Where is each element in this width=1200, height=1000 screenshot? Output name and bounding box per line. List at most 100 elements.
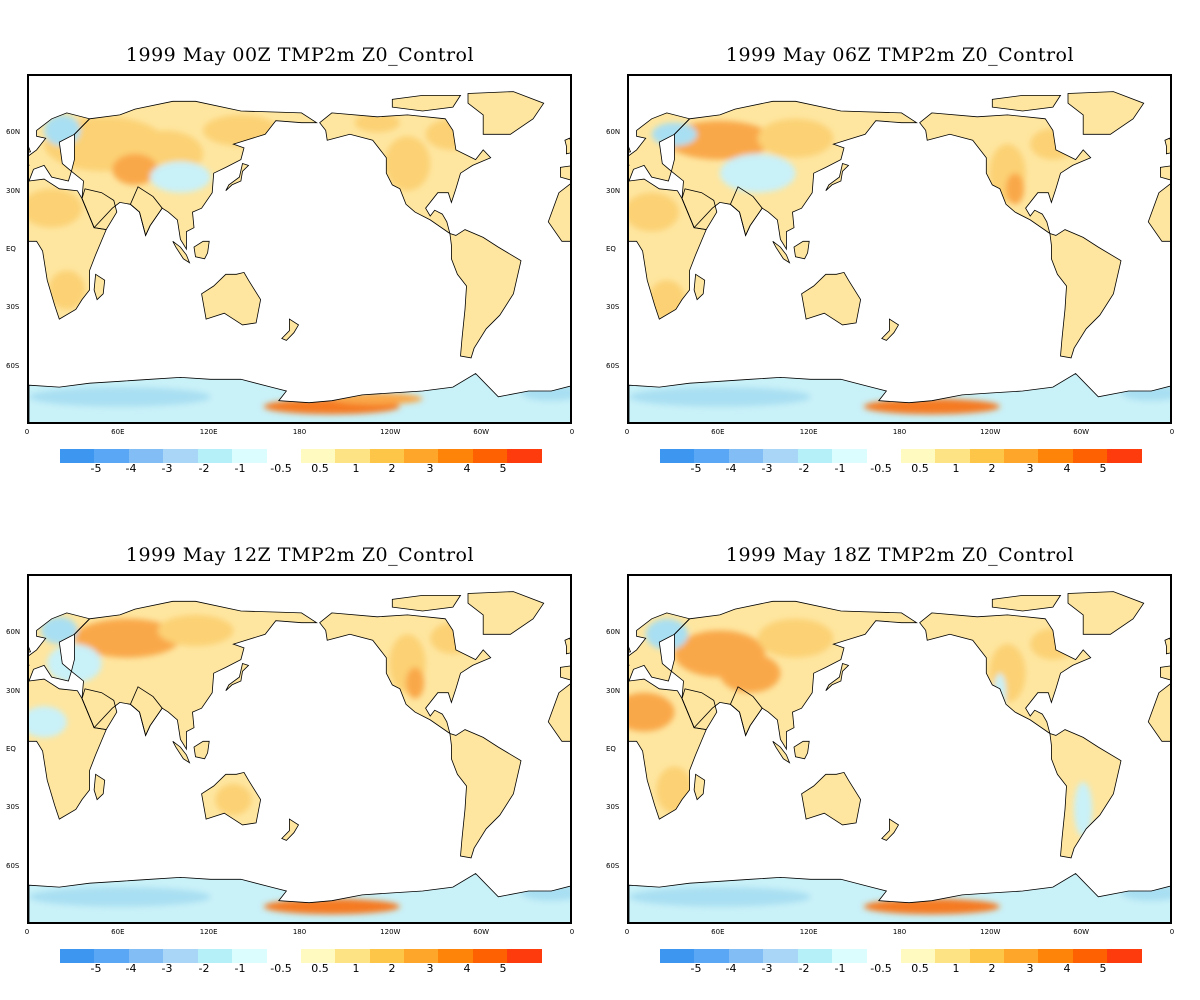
- map-area: [27, 74, 572, 424]
- land-fill: [629, 91, 1170, 422]
- lat-tick-label: EQ: [6, 245, 16, 253]
- anomaly-region: [1074, 782, 1093, 837]
- colorbar-swatch: [232, 949, 267, 963]
- lat-tick-label: 60S: [606, 361, 620, 370]
- coastlines: [629, 91, 1170, 422]
- colorbar-label: 1: [352, 962, 360, 975]
- colorbar-swatch: [900, 449, 936, 463]
- colorbar-swatch: [797, 449, 833, 463]
- colorbar-label: 3: [1026, 462, 1034, 475]
- colorbar-swatch: [1072, 449, 1108, 463]
- anomaly-region: [331, 392, 423, 405]
- panel-title: 1999 May 18Z TMP2m Z0_Control: [725, 544, 1075, 566]
- colorbar-swatch: [832, 449, 867, 463]
- anomaly-region: [215, 284, 252, 316]
- colorbar-swatch: [900, 949, 936, 963]
- anomaly-region: [203, 114, 279, 146]
- lon-tick-label: 0: [1169, 928, 1175, 936]
- land-fill: [629, 591, 1170, 922]
- anomaly-region: [629, 692, 675, 732]
- colorbar-swatch: [300, 449, 336, 463]
- map-svg: [29, 91, 570, 422]
- anomaly-region: [29, 887, 211, 907]
- colorbar-label: 5: [1099, 962, 1107, 975]
- anomaly-region: [719, 653, 781, 693]
- anomaly-region: [629, 887, 811, 907]
- lon-tick-label: 0: [1169, 428, 1175, 436]
- lat-tick-label: 30S: [606, 803, 620, 812]
- colorbar-swatch: [335, 449, 371, 463]
- colorbar-label: 2: [988, 962, 996, 975]
- colorbar-swatch: [128, 949, 164, 963]
- lon-tick-label: 60E: [711, 928, 725, 936]
- colorbar-swatch: [1038, 449, 1074, 463]
- colorbar-swatch: [507, 949, 543, 963]
- colorbar-swatch: [163, 449, 199, 463]
- colorbar-label: -0.5: [870, 962, 892, 975]
- colorbar-label: -5: [90, 962, 102, 975]
- colorbar-label: -5: [90, 462, 102, 475]
- colorbar-label: -0.5: [270, 462, 292, 475]
- colorbar-swatch: [472, 449, 508, 463]
- colorbar-label: 2: [388, 962, 396, 975]
- lat-tick-label: 60N: [6, 628, 21, 637]
- colorbar-label: 0.5: [911, 962, 929, 975]
- colorbar-label: -0.5: [270, 962, 292, 975]
- colorbar-swatch: [935, 949, 971, 963]
- lon-tick-label: 120E: [799, 928, 818, 936]
- anomaly-region: [263, 898, 400, 915]
- lon-tick-label: 0: [569, 928, 575, 936]
- colorbar-swatch: [728, 449, 764, 463]
- colorbar-swatch: [694, 449, 730, 463]
- colorbar-swatch: [1038, 949, 1074, 963]
- lon-tick-label: 60E: [711, 428, 725, 436]
- anomaly-region: [1005, 173, 1025, 205]
- colorbar-label: 1: [952, 462, 960, 475]
- colorbar-swatch: [763, 449, 799, 463]
- panel-title: 1999 May 06Z TMP2m Z0_Control: [725, 44, 1075, 66]
- colorbar-label: -1: [234, 462, 246, 475]
- lon-tick-label: 0: [624, 928, 630, 936]
- colorbar-label: -3: [761, 462, 773, 475]
- colorbar-swatch: [438, 949, 474, 963]
- colorbar-swatch: [507, 449, 543, 463]
- lat-tick-label: 60S: [6, 361, 20, 370]
- anomaly-region: [993, 673, 1006, 713]
- lat-tick-label: 30N: [6, 186, 21, 195]
- map-panel: 1999 May 00Z TMP2m Z0_Control 60N 30N EQ 30S…: [0, 0, 600, 500]
- anomaly-region: [215, 784, 252, 816]
- map-area: [27, 574, 572, 924]
- colorbar-swatch: [197, 949, 233, 963]
- anomaly-region: [863, 398, 1000, 415]
- colorbar-swatch: [128, 449, 164, 463]
- lon-tick-label: 0: [624, 428, 630, 436]
- colorbar-swatch: [335, 949, 371, 963]
- colorbar-label: 2: [388, 462, 396, 475]
- anomaly-region: [629, 192, 679, 232]
- colorbar-swatch: [232, 449, 267, 463]
- panel-title: 1999 May 12Z TMP2m Z0_Control: [125, 544, 475, 566]
- anomaly-region: [354, 112, 400, 133]
- lat-tick-label: 30S: [606, 303, 620, 312]
- colorbar-swatch: [94, 449, 130, 463]
- colorbar-swatch: [660, 449, 695, 463]
- land-fill: [29, 91, 570, 422]
- anomaly-region: [863, 898, 1000, 915]
- map-panel: 1999 May 18Z TMP2m Z0_Control 60N 30N EQ 30S…: [600, 500, 1200, 1000]
- colorbar-label: -0.5: [870, 462, 892, 475]
- anomaly-region: [1030, 628, 1076, 660]
- colorbar-swatch: [1004, 449, 1039, 463]
- colorbar-label: 3: [1026, 962, 1034, 975]
- colorbar-label: 5: [499, 462, 507, 475]
- anomaly-region: [44, 114, 81, 146]
- colorbar-label: 3: [426, 962, 434, 975]
- coastlines: [29, 91, 570, 422]
- anomaly-region: [719, 153, 796, 193]
- colorbar-label: -4: [125, 962, 137, 975]
- colorbar-label: 0.5: [311, 962, 329, 975]
- anomaly-region: [41, 616, 78, 645]
- map-area: [627, 74, 1172, 424]
- colorbar-label: -3: [161, 462, 173, 475]
- colorbar-swatch: [1107, 949, 1143, 963]
- anomaly-region: [74, 618, 181, 658]
